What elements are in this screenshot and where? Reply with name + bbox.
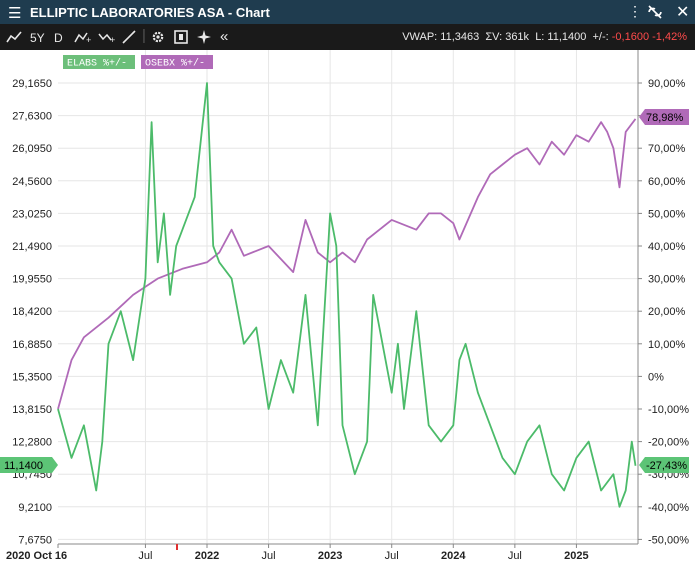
right-axis-tick-label: 20,00% (648, 306, 686, 318)
left-axis-tick-label: 29,1650 (12, 78, 52, 90)
right-axis-tick-label: -40,00% (648, 502, 689, 514)
left-axis: 29,1650 27,6300 26,0950 24,5600 23,0250 21,49… (12, 78, 52, 546)
interval-selector[interactable]: D (54, 31, 63, 45)
elabs-line (57, 82, 637, 508)
series-lines (57, 82, 637, 508)
right-axis-tick-label: 30,00% (648, 274, 686, 286)
period-selector[interactable]: 5Y (30, 31, 45, 45)
svg-text:+: + (86, 35, 91, 44)
chart-background (0, 50, 695, 564)
grid-lines (58, 50, 638, 544)
gear-icon[interactable] (150, 29, 166, 45)
price-chart[interactable]: 29,1650 27,6300 26,0950 24,5600 23,0250 21,49… (0, 50, 695, 564)
left-axis-tick-label: 27,6300 (12, 111, 52, 123)
line-chart-icon[interactable] (6, 30, 22, 44)
legend-osebx[interactable]: OSEBX %+/- (141, 55, 213, 70)
collapse-icon[interactable]: « (220, 28, 229, 45)
x-axis-tick-label: 2023 (318, 550, 342, 562)
osebx-pct-tag: 78,98% (639, 109, 689, 125)
change-pct-value: -1,42% (652, 31, 687, 43)
left-axis-tick-label: 26,0950 (12, 143, 52, 155)
vwap-value: VWAP: 11,3463 (402, 31, 480, 43)
left-axis-tick-label: 18,4200 (12, 306, 52, 318)
right-axis-tick-label: 10,00% (648, 339, 686, 351)
current-price-tag: 11,1400 (0, 457, 58, 473)
right-axis-tick-label: -50,00% (648, 534, 689, 546)
left-axis-tick-label: 7,6750 (18, 534, 52, 546)
title-bar: ☰ ELLIPTIC LABORATORIES ASA - Chart ⋮ ✕ (0, 0, 695, 24)
legend-elabs[interactable]: ELABS %+/- (63, 55, 135, 70)
unlink-icon[interactable] (646, 4, 664, 20)
x-axis-tick-label: Jul (138, 550, 152, 562)
x-axis-tick-label: 2020 Oct 16 (6, 550, 67, 562)
right-axis-tick-label: 40,00% (648, 241, 686, 253)
sparkle-icon[interactable] (196, 29, 212, 45)
left-axis-tick-label: 21,4900 (12, 241, 52, 253)
x-axis: 2020 Oct 16 Jul 2022 Jul 2023 Jul 2024 Jul 2025 (6, 544, 589, 562)
x-axis-tick-label: 2022 (195, 550, 219, 562)
template-icon[interactable] (173, 29, 189, 45)
left-axis-tick-label: 9,2100 (18, 502, 52, 514)
elabs-pct-tag: -27,43% (639, 457, 689, 473)
left-axis-tick-label: 16,8850 (12, 339, 52, 351)
quote-summary: VWAP: 11,3463 ΣV: 361k L: 11,1400 +/-: -… (402, 31, 687, 43)
x-axis-tick-label: Jul (262, 550, 276, 562)
right-axis-tick-label: 90,00% (648, 78, 686, 90)
right-axis-tick-label: 70,00% (648, 143, 686, 155)
draw-line-icon[interactable] (121, 30, 137, 44)
change-value: -0,1600 (611, 31, 650, 43)
elabs-pct-text: -27,43% (646, 460, 687, 472)
change-label: +/-: (592, 31, 609, 43)
current-price-text: 11,1400 (4, 460, 43, 472)
window-title: ELLIPTIC LABORATORIES ASA - Chart (30, 5, 270, 20)
right-axis-tick-label: -20,00% (648, 437, 689, 449)
left-axis-tick-label: 15,3500 (12, 371, 52, 383)
indicator-icon[interactable]: + (98, 30, 116, 44)
right-axis-tick-label: -10,00% (648, 404, 689, 416)
chart-toolbar: 5Y D + + | « VWAP: 11,3463 ΣV: 361k L: 1… (0, 24, 695, 50)
left-axis-tick-label: 13,8150 (12, 404, 52, 416)
vertical-dots-icon[interactable]: ⋮ (628, 3, 642, 19)
compare-icon[interactable]: + (74, 30, 92, 44)
hamburger-icon[interactable]: ☰ (8, 5, 22, 22)
x-axis-tick-label: 2025 (564, 550, 588, 562)
volume-value: ΣV: 361k (485, 31, 530, 43)
x-axis-tick-label: 2024 (441, 550, 466, 562)
right-axis-tick-label: 60,00% (648, 176, 686, 188)
x-axis-tick-label: Jul (508, 550, 522, 562)
close-icon[interactable]: ✕ (676, 4, 690, 21)
left-axis-tick-label: 19,9550 (12, 274, 52, 286)
right-axis-tick-label: 50,00% (648, 208, 686, 220)
svg-text:+: + (110, 35, 115, 44)
x-axis-tick-label: Jul (385, 550, 399, 562)
left-axis-tick-label: 24,5600 (12, 176, 52, 188)
right-axis-tick-label: 0% (648, 371, 664, 383)
osebx-line (57, 118, 637, 410)
left-axis-tick-label: 12,2800 (12, 437, 52, 449)
legend-osebx-label: OSEBX %+/- (145, 58, 205, 70)
left-axis-tick-label: 23,0250 (12, 208, 52, 220)
legend-elabs-label: ELABS %+/- (67, 58, 127, 70)
osebx-pct-text: 78,98% (646, 112, 684, 124)
last-value: L: 11,1400 (535, 31, 587, 43)
toolbar-divider: | (142, 27, 146, 44)
